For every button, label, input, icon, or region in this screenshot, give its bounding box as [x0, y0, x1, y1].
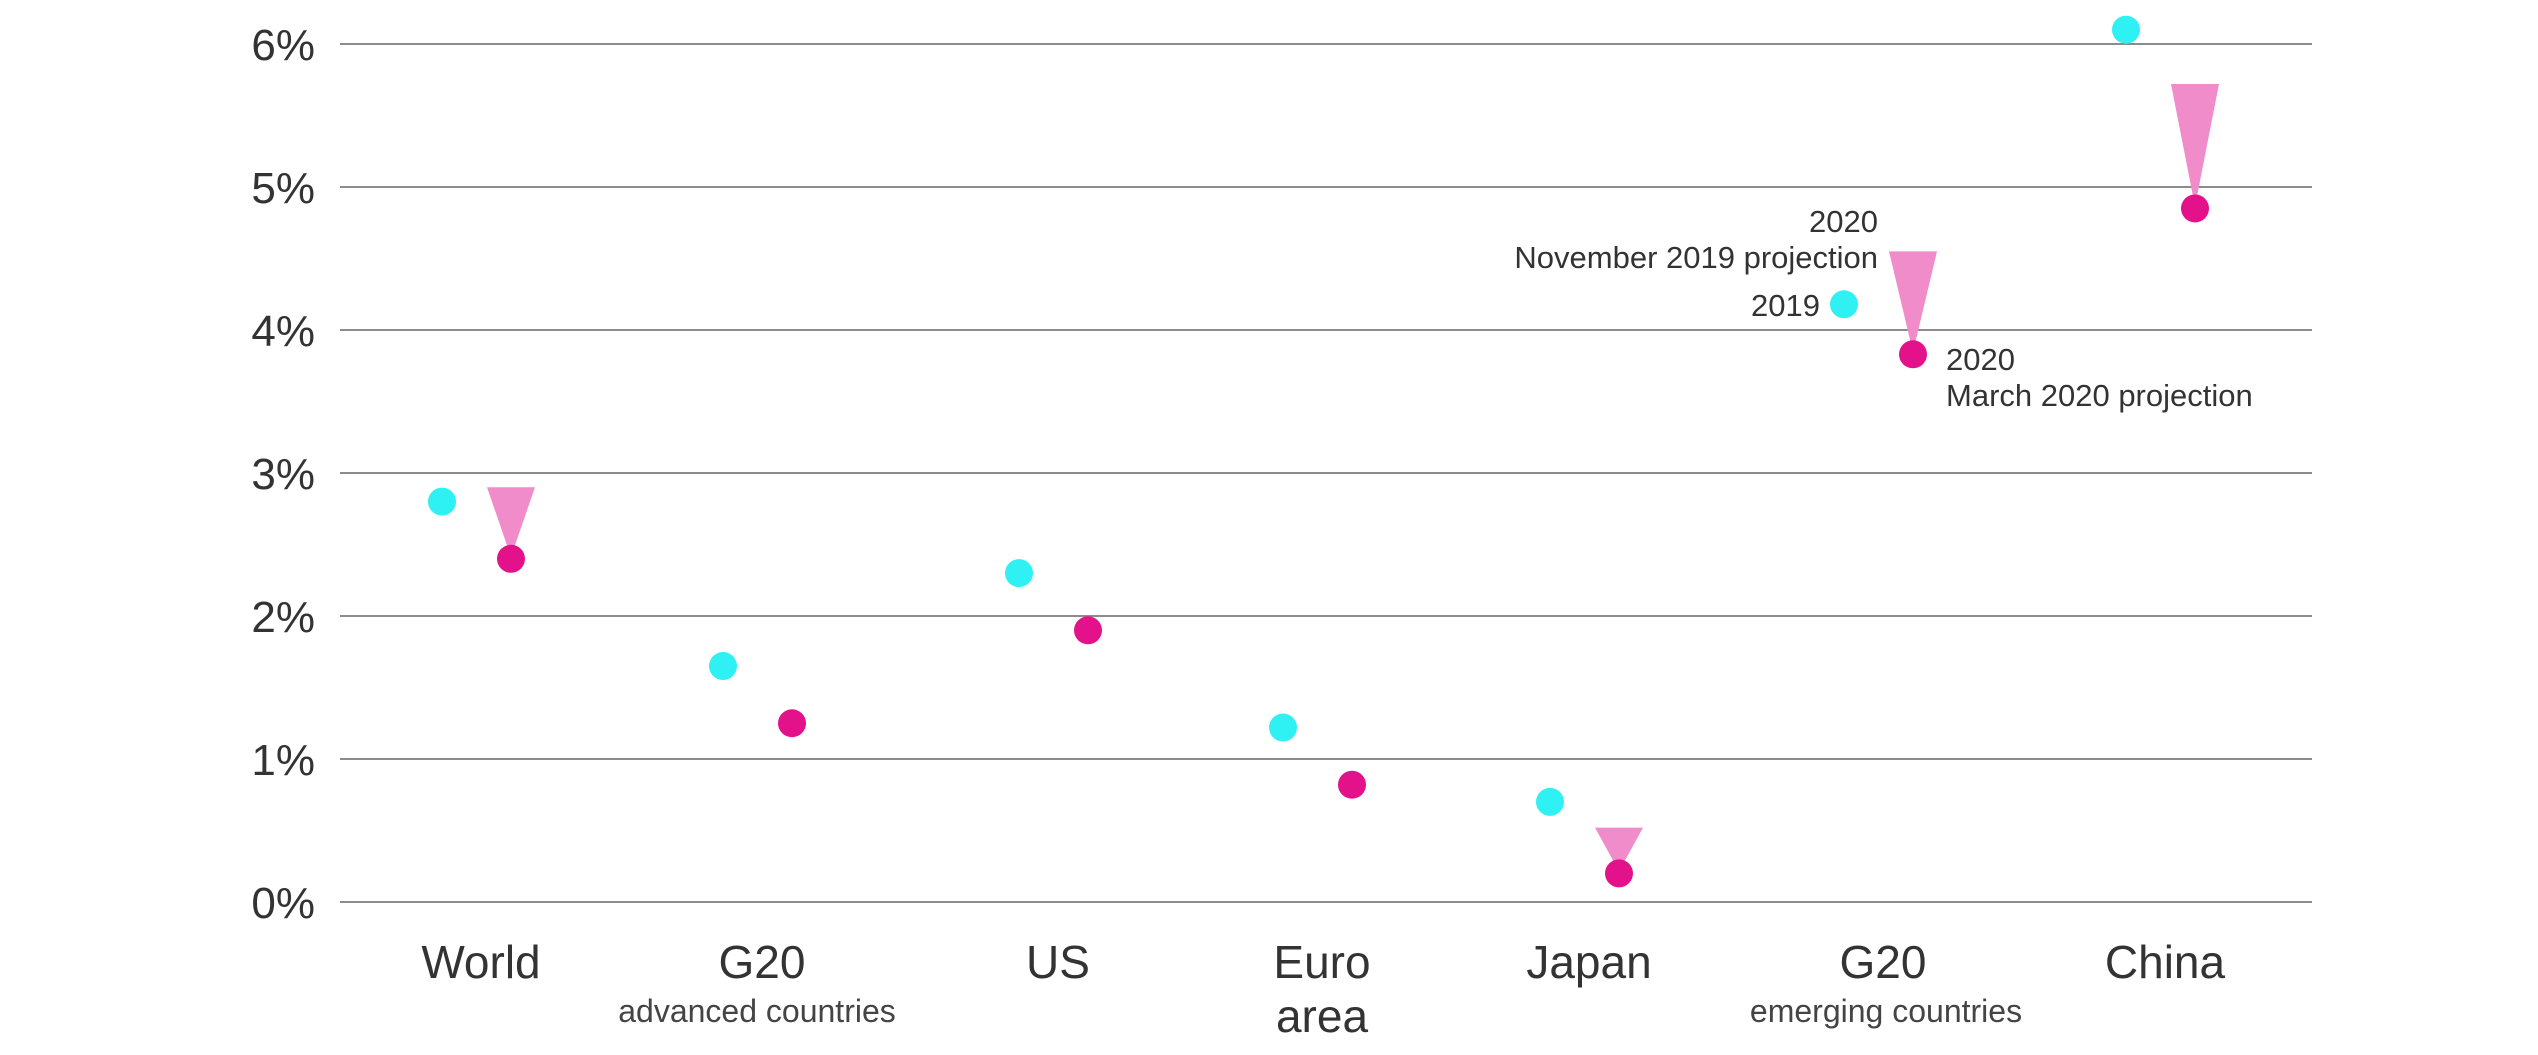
category-label-5: G20 — [1840, 936, 1927, 988]
gridlines — [340, 43, 2312, 903]
mar-projection-label-year: 2020 — [1946, 342, 2015, 377]
nov-2019-projection-markers — [487, 84, 2219, 872]
point-2020-1 — [778, 709, 806, 738]
point-2020-2 — [1074, 616, 1102, 645]
category-label-3-line-1: area — [1276, 990, 1368, 1042]
mar-projection-label-text: March 2020 projection — [1946, 378, 2253, 413]
point-2019-1 — [709, 652, 737, 681]
nov-projection-label-text: November 2019 projection — [1514, 240, 1878, 275]
y-axis-tick-labels: 0% 1% 2% 3% 4% 5% 6% — [251, 21, 315, 928]
category-label-4: Japan — [1526, 936, 1651, 988]
annotations: 2020 November 2019 projection 2019 2020 … — [1514, 204, 2252, 413]
point-2020-6 — [2181, 194, 2209, 223]
category-label-0: World — [421, 936, 540, 988]
point-2019-5 — [1830, 290, 1858, 319]
category-label-3: Euro — [1273, 936, 1370, 988]
y-tick-label-2: 2% — [251, 593, 315, 642]
y-tick-label-5: 5% — [251, 164, 315, 213]
year-2019-label: 2019 — [1751, 288, 1820, 323]
nov-projection-label-year: 2020 — [1809, 204, 1878, 239]
y-tick-label-6: 6% — [251, 21, 315, 70]
point-2019-0 — [428, 487, 456, 516]
category-label-1: G20 — [719, 936, 806, 988]
point-2020-3 — [1338, 770, 1366, 799]
category-sublabel-1: advanced countries — [618, 993, 896, 1029]
y-tick-label-3: 3% — [251, 450, 315, 499]
point-2019-2 — [1005, 559, 1033, 588]
category-label-2: US — [1026, 936, 1090, 988]
point-2019-3 — [1269, 713, 1297, 742]
y-tick-label-1: 1% — [251, 736, 315, 785]
point-2020-4 — [1605, 859, 1633, 888]
category-sublabel-5: emerging countries — [1750, 993, 2022, 1029]
category-label-6: China — [2105, 936, 2226, 988]
point-2019-6 — [2112, 15, 2140, 44]
nov-projection-marker-6 — [2171, 84, 2219, 207]
y-tick-label-0: 0% — [251, 879, 315, 928]
nov-projection-marker-5 — [1889, 251, 1937, 353]
point-2020-0 — [497, 544, 525, 573]
data-points — [428, 15, 2209, 888]
nov-projection-marker-0 — [487, 487, 535, 557]
y-tick-label-4: 4% — [251, 307, 315, 356]
point-2020-5 — [1899, 340, 1927, 369]
point-2019-4 — [1536, 787, 1564, 816]
nov-projection-marker-4 — [1595, 827, 1643, 872]
